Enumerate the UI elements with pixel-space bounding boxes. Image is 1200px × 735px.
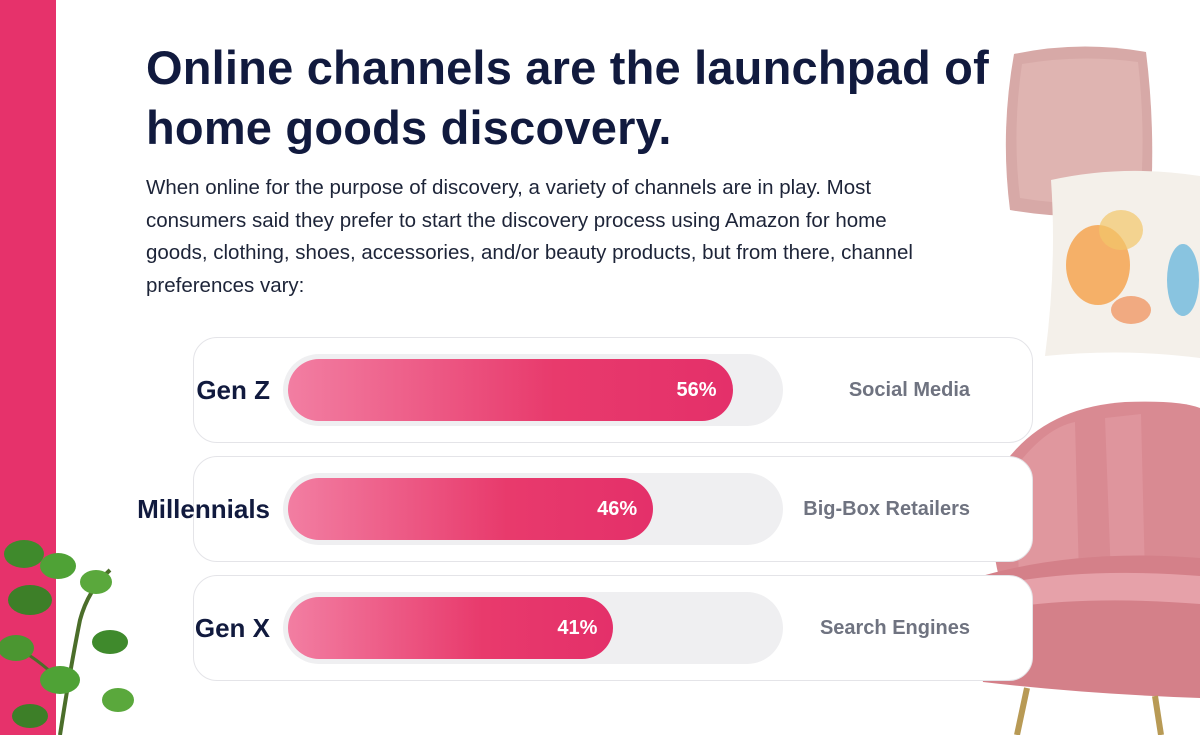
pink-armchair-image xyxy=(975,401,1200,735)
plant-image xyxy=(0,540,134,735)
watercolor-pillow-image xyxy=(1045,170,1200,358)
channel-label: Social Media xyxy=(848,379,970,401)
page-title: Online channels are the launchpad of hom… xyxy=(146,41,989,154)
bar-value-label: 41% xyxy=(557,617,598,639)
bar-value-label: 46% xyxy=(597,498,638,520)
bar-track: 41% xyxy=(283,592,783,664)
category-label: Gen X xyxy=(194,613,270,643)
bar: 56% xyxy=(288,359,733,421)
bar-track: 56% xyxy=(283,354,783,426)
category-label: Gen Z xyxy=(196,375,270,405)
bar-value-label: 56% xyxy=(676,379,717,401)
channel-label: Search Engines xyxy=(819,617,970,639)
bar: 46% xyxy=(288,478,654,540)
category-label: Millennials xyxy=(137,494,270,524)
bar-track: 46% xyxy=(283,473,783,545)
channel-label: Big-Box Retailers xyxy=(803,498,970,520)
intro-paragraph: When online for the purpose of discovery… xyxy=(146,176,913,297)
bar: 41% xyxy=(288,597,614,659)
